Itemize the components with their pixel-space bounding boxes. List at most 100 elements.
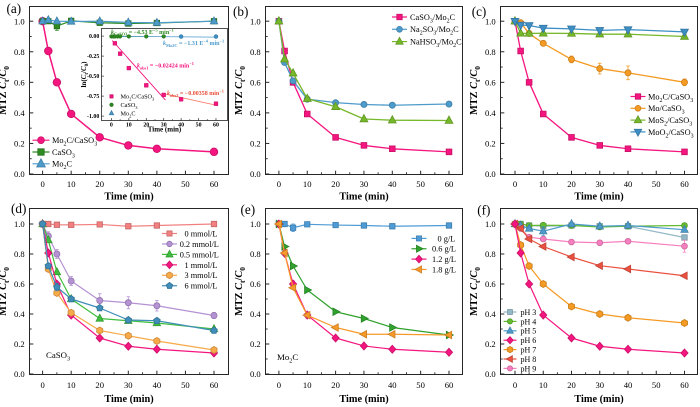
svg-text:30: 30 <box>161 123 167 129</box>
svg-text:(b): (b) <box>233 4 248 19</box>
svg-text:20: 20 <box>95 179 104 189</box>
svg-text:0.0: 0.0 <box>485 369 496 379</box>
svg-text:50: 50 <box>181 380 190 390</box>
svg-text:0.6: 0.6 <box>485 77 496 87</box>
svg-text:60: 60 <box>213 123 219 129</box>
svg-text:0.6 g/L: 0.6 g/L <box>432 245 456 254</box>
svg-text:Mo2C/CaSO3: Mo2C/CaSO3 <box>648 92 693 103</box>
svg-text:10: 10 <box>67 380 76 390</box>
svg-text:0.8: 0.8 <box>485 47 496 57</box>
svg-text:10: 10 <box>303 380 312 390</box>
svg-text:0: 0 <box>110 123 113 129</box>
svg-text:0.8: 0.8 <box>250 249 261 259</box>
svg-text:30: 30 <box>124 179 133 189</box>
svg-text:pH 3: pH 3 <box>521 308 537 317</box>
svg-text:pH 5: pH 5 <box>521 327 537 336</box>
svg-text:50: 50 <box>652 179 661 189</box>
svg-text:pH 4: pH 4 <box>521 317 537 326</box>
svg-text:1 mmol/L: 1 mmol/L <box>185 261 218 270</box>
svg-text:1.2 g/L: 1.2 g/L <box>432 255 456 264</box>
svg-text:-0.75: -0.75 <box>87 94 99 100</box>
svg-text:pH 6: pH 6 <box>521 336 537 345</box>
svg-text:10: 10 <box>126 123 132 129</box>
svg-text:50: 50 <box>416 380 425 390</box>
svg-text:50: 50 <box>181 179 190 189</box>
svg-text:Na2SO3/Mo2C: Na2SO3/Mo2C <box>410 25 459 36</box>
svg-text:MTZ Ct/C0: MTZ Ct/C0 <box>234 267 247 316</box>
svg-text:0 g/L: 0 g/L <box>438 234 456 243</box>
svg-text:20: 20 <box>331 380 340 390</box>
svg-text:0.0: 0.0 <box>250 369 261 379</box>
svg-text:0.4: 0.4 <box>485 309 496 319</box>
svg-text:40: 40 <box>624 179 633 189</box>
svg-text:0.0: 0.0 <box>14 169 25 179</box>
svg-text:ln(Ct/C0): ln(Ct/C0) <box>80 61 90 88</box>
svg-text:60: 60 <box>680 179 689 189</box>
svg-text:MTZ Ct/C0: MTZ Ct/C0 <box>0 66 11 115</box>
svg-text:0.8: 0.8 <box>14 47 25 57</box>
svg-text:Mo/CaSO3: Mo/CaSO3 <box>648 104 685 115</box>
svg-text:0: 0 <box>277 380 281 390</box>
svg-text:10: 10 <box>539 179 548 189</box>
svg-text:0.2: 0.2 <box>250 339 261 349</box>
svg-text:10: 10 <box>539 380 548 390</box>
svg-text:NaHSO3/Mo2C: NaHSO3/Mo2C <box>410 38 462 49</box>
svg-text:-0.50: -0.50 <box>87 74 99 80</box>
svg-text:30: 30 <box>360 380 369 390</box>
svg-text:(e): (e) <box>241 202 256 217</box>
svg-text:CaSO3: CaSO3 <box>46 350 70 363</box>
svg-text:1.0: 1.0 <box>14 16 25 26</box>
svg-text:60: 60 <box>680 380 689 390</box>
svg-text:20: 20 <box>143 123 149 129</box>
svg-text:0.4: 0.4 <box>485 108 496 118</box>
svg-text:pH 9: pH 9 <box>521 364 537 373</box>
svg-text:MTZ Ct/C0: MTZ Ct/C0 <box>469 267 482 316</box>
svg-text:30: 30 <box>360 179 369 189</box>
svg-text:0: 0 <box>40 179 44 189</box>
svg-text:Time (min): Time (min) <box>574 394 623 405</box>
svg-text:0.2: 0.2 <box>485 339 496 349</box>
svg-text:0: 0 <box>40 380 44 390</box>
svg-text:0.6: 0.6 <box>250 279 261 289</box>
svg-text:MTZ Ct/C0: MTZ Ct/C0 <box>0 267 11 316</box>
svg-text:40: 40 <box>153 179 162 189</box>
svg-text:0.2: 0.2 <box>485 139 496 149</box>
svg-text:0 mmol/L: 0 mmol/L <box>185 229 218 238</box>
svg-text:0.8: 0.8 <box>250 47 261 57</box>
svg-text:Time (min): Time (min) <box>339 191 388 202</box>
svg-text:0.0: 0.0 <box>250 169 261 179</box>
svg-text:Time (min): Time (min) <box>104 191 153 202</box>
svg-text:0.2: 0.2 <box>14 339 25 349</box>
svg-text:0.0: 0.0 <box>14 369 25 379</box>
svg-text:0.6: 0.6 <box>485 279 496 289</box>
svg-text:30: 30 <box>596 380 605 390</box>
svg-text:50: 50 <box>196 123 202 129</box>
svg-text:1.8 g/L: 1.8 g/L <box>432 265 456 274</box>
svg-text:50: 50 <box>652 380 661 390</box>
svg-text:0.5 mmol/L: 0.5 mmol/L <box>180 250 219 259</box>
svg-text:60: 60 <box>210 380 219 390</box>
svg-text:pH 8: pH 8 <box>521 355 537 364</box>
svg-text:Time (min): Time (min) <box>104 394 153 405</box>
svg-text:1.0: 1.0 <box>485 16 496 26</box>
svg-text:0.6: 0.6 <box>14 77 25 87</box>
svg-text:-1.00: -1.00 <box>87 114 99 120</box>
svg-text:MoO2/CaSO3: MoO2/CaSO3 <box>648 128 694 139</box>
svg-text:kobs2 = −0.00358 min−1: kobs2 = −0.00358 min−1 <box>167 89 224 98</box>
svg-text:CaSO3/Mo2C: CaSO3/Mo2C <box>410 13 456 24</box>
svg-text:60: 60 <box>445 380 454 390</box>
svg-text:kobs1 = −0.02424 min−1: kobs1 = −0.02424 min−1 <box>137 61 194 70</box>
svg-text:3 mmol/L: 3 mmol/L <box>185 271 218 280</box>
svg-text:Time (min): Time (min) <box>148 126 182 134</box>
svg-text:Time (min): Time (min) <box>574 191 623 202</box>
svg-text:0.2: 0.2 <box>250 139 261 149</box>
svg-text:kCaSO3 = −4.53 E−5 min−1: kCaSO3 = −4.53 E−5 min−1 <box>111 28 174 37</box>
svg-text:0.6: 0.6 <box>14 279 25 289</box>
svg-text:0: 0 <box>277 179 281 189</box>
svg-text:(c): (c) <box>472 4 487 19</box>
svg-text:10: 10 <box>303 179 312 189</box>
svg-text:30: 30 <box>596 179 605 189</box>
svg-text:50: 50 <box>416 179 425 189</box>
svg-text:MTZ Ct/C0: MTZ Ct/C0 <box>469 66 482 115</box>
svg-text:0.8: 0.8 <box>14 249 25 259</box>
